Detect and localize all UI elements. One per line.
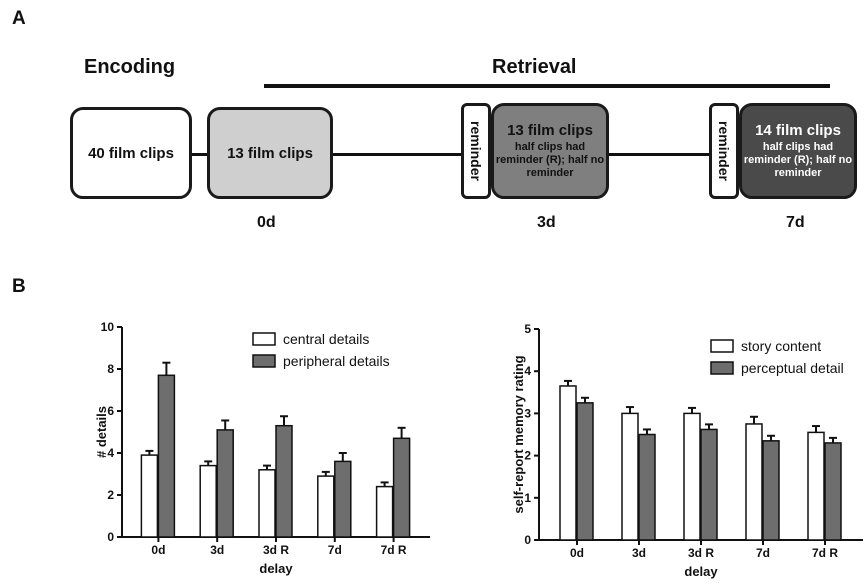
y-axis-label: # details	[94, 406, 109, 458]
y-tick-label: 0	[107, 530, 114, 544]
legend-label: peripheral details	[283, 353, 390, 369]
day-label-3d: 3d	[537, 214, 556, 231]
day3-box-title: 13 film clips	[507, 122, 593, 139]
timeline-connector-2	[330, 153, 463, 156]
timeline-connector-1	[188, 153, 210, 156]
x-tick-label: 7d R	[812, 546, 838, 560]
bar-series1	[317, 475, 335, 538]
legend-swatch	[710, 339, 734, 353]
y-axis-label: self-report memory rating	[511, 355, 526, 513]
y-tick-label: 6	[107, 404, 114, 418]
encoding-label: Encoding	[84, 56, 176, 78]
day-label-0d: 0d	[257, 214, 276, 231]
day7-box-title: 14 film clips	[755, 122, 841, 139]
legend-label: perceptual detail	[741, 360, 844, 376]
panel-b-letter: B	[12, 276, 26, 297]
x-tick-label: 7d	[328, 543, 342, 557]
bar-series1	[807, 431, 825, 541]
bar-series2	[824, 442, 842, 541]
bar-series2	[638, 433, 656, 541]
bar-series2	[576, 402, 594, 541]
bar-series2	[762, 440, 780, 541]
day7-box: 14 film clips half clips had reminder (R…	[739, 103, 857, 199]
x-tick-label: 3d R	[263, 543, 289, 557]
bar-series2	[700, 428, 718, 541]
bar-series1	[621, 412, 639, 541]
bar-series2	[392, 437, 411, 538]
bar-series2	[334, 460, 352, 538]
legend-label: story content	[741, 338, 821, 354]
day3-box-note: half clips had reminder (R); half no rem…	[495, 141, 605, 179]
panel-a-letter: A	[12, 8, 26, 29]
details-bar-chart: 0 2 4 6 8 10 # details 0d 3d 3d R 7d 7d R delay centr…	[94, 320, 430, 576]
y-tick-label: 2	[524, 449, 531, 463]
retrieval-bracket-line	[264, 84, 830, 88]
legend-swatch	[710, 361, 734, 375]
bar-series1	[140, 454, 159, 538]
bar-series2	[157, 374, 176, 538]
x-tick-label: 0d	[570, 546, 584, 560]
bar-series1	[258, 469, 276, 538]
day7-box-note: half clips had reminder (R); half no rem…	[743, 141, 853, 179]
bar-series1	[559, 385, 577, 541]
y-tick-label: 5	[524, 322, 531, 336]
encoding-box: 40 film clips	[70, 107, 192, 199]
reminder-box-7d: reminder	[709, 103, 739, 199]
x-tick-label: 3d R	[688, 546, 714, 560]
y-tick-label: 2	[107, 488, 114, 502]
y-tick-label: 10	[101, 320, 115, 334]
y-tick-label: 3	[524, 406, 531, 420]
y-tick-label: 4	[107, 446, 114, 460]
day0-box-title: 13 film clips	[227, 144, 313, 162]
bar-series1	[745, 423, 763, 541]
day3-box: 13 film clips half clips had reminder (R…	[491, 103, 609, 199]
x-axis-label: delay	[259, 561, 293, 576]
bar-series2	[216, 429, 234, 538]
legend-swatch	[252, 332, 276, 346]
day-label-7d: 7d	[786, 214, 805, 231]
y-tick-label: 8	[107, 362, 114, 376]
retrieval-label: Retrieval	[492, 56, 577, 78]
x-tick-label: 7d	[756, 546, 770, 560]
bar-series2	[275, 424, 293, 538]
bar-series1	[199, 464, 217, 538]
reminder-label-7d: reminder	[716, 121, 733, 181]
timeline-connector-3	[606, 153, 711, 156]
panel-a-diagram: A Encoding Retrieval 40 film clips 13 fi…	[0, 0, 865, 270]
x-tick-label: 0d	[151, 543, 165, 557]
encoding-box-title: 40 film clips	[88, 144, 174, 162]
bar-series1	[375, 485, 394, 538]
y-tick-label: 0	[524, 533, 531, 547]
memory-rating-bar-chart: 0 1 2 3 4 5 self-report memory rating 0d 3d 3d R 7…	[511, 322, 863, 579]
y-tick-label: 1	[524, 491, 531, 505]
day0-box: 13 film clips	[207, 107, 333, 199]
y-tick-label: 4	[524, 364, 531, 378]
x-axis-label: delay	[684, 564, 718, 579]
legend-swatch	[252, 354, 276, 368]
legend-label: central details	[283, 331, 369, 347]
x-tick-label: 3d	[632, 546, 646, 560]
x-tick-label: 3d	[210, 543, 224, 557]
reminder-label-3d: reminder	[468, 121, 485, 181]
x-tick-label: 7d R	[381, 543, 407, 557]
bar-series1	[683, 412, 701, 541]
reminder-box-3d: reminder	[461, 103, 491, 199]
